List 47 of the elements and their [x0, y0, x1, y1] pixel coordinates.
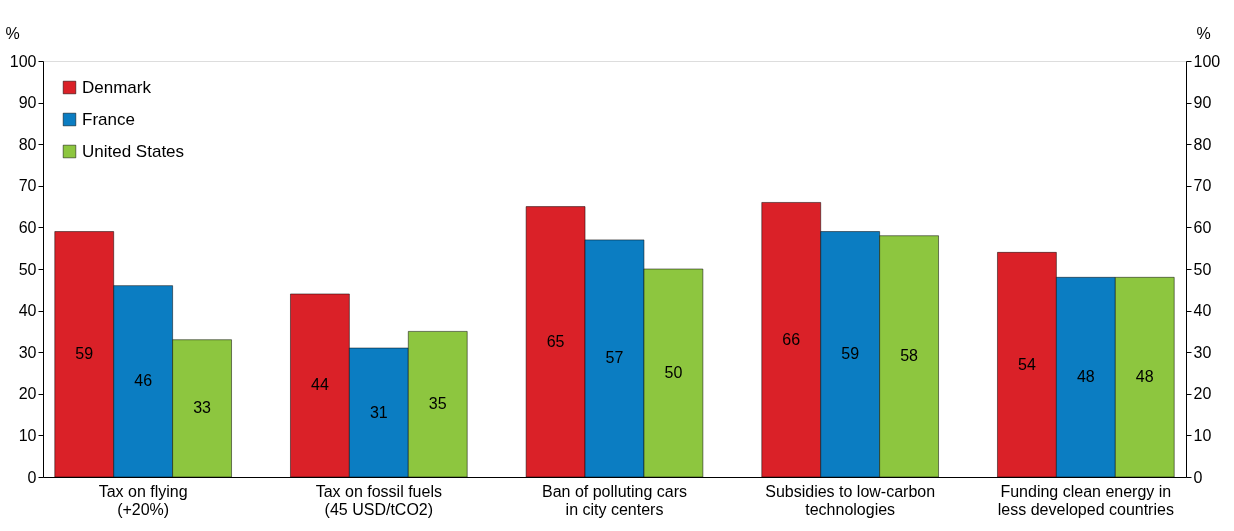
data-label: 58: [900, 347, 919, 365]
y2-tick-label: 90: [1193, 94, 1212, 112]
data-label: 54: [1018, 355, 1036, 373]
y-tick-label: 90: [18, 94, 37, 112]
data-label: 57: [605, 349, 624, 367]
y-tick-label: 70: [18, 177, 37, 195]
y2-tick-label: 40: [1193, 302, 1212, 320]
y-tick-label: 50: [18, 260, 37, 278]
data-label: 33: [193, 399, 212, 417]
x-tick-label: Tax on fossil fuels (45 USD/tCO2): [315, 482, 442, 518]
y2-tick-label: 20: [1193, 385, 1212, 403]
y-tick-label: 60: [18, 218, 37, 236]
data-label: 31: [369, 403, 388, 421]
data-label: 59: [841, 345, 860, 363]
y2-tick-label: 100: [1193, 52, 1221, 70]
legend-label: United States: [82, 141, 185, 161]
data-label: 44: [311, 376, 329, 394]
y2-tick-label: 60: [1193, 218, 1212, 236]
y-tick-label: 0: [27, 468, 37, 486]
y-tick-label: 100: [9, 52, 37, 70]
y2-tick-label: 10: [1193, 426, 1212, 444]
y2-tick-label: 70: [1193, 177, 1212, 195]
data-label: 35: [428, 395, 447, 413]
x-tick-label: Subsidies to low-carbon technologies: [765, 482, 936, 518]
y2-tick-label: 50: [1193, 260, 1212, 278]
data-label: 59: [75, 345, 94, 363]
y-tick-label: 20: [18, 385, 37, 403]
y2-axis-title: %: [1196, 24, 1211, 42]
data-label: 65: [546, 332, 565, 350]
y-axis-title: %: [5, 24, 20, 42]
x-tick-label: Ban of polluting cars in city centers: [542, 482, 687, 518]
data-label: 46: [134, 372, 153, 390]
data-label: 48: [1076, 368, 1095, 386]
x-tick-label: Funding clean energy in less developed countries: [997, 482, 1174, 518]
y2-tick-label: 80: [1193, 135, 1212, 153]
y-tick-label: 80: [18, 135, 37, 153]
y-tick-label: 10: [18, 426, 37, 444]
y2-tick-label: 0: [1193, 468, 1203, 486]
y-tick-label: 40: [18, 302, 37, 320]
x-tick-label: Tax on flying (+20%): [98, 482, 188, 518]
y2-tick-label: 30: [1193, 343, 1212, 361]
data-label: 48: [1135, 368, 1154, 386]
data-label: 50: [664, 364, 683, 381]
legend-label: Denmark: [82, 77, 152, 97]
legend-label: France: [82, 109, 135, 129]
y-tick-label: 30: [18, 343, 37, 361]
data-label: 66: [782, 330, 801, 348]
